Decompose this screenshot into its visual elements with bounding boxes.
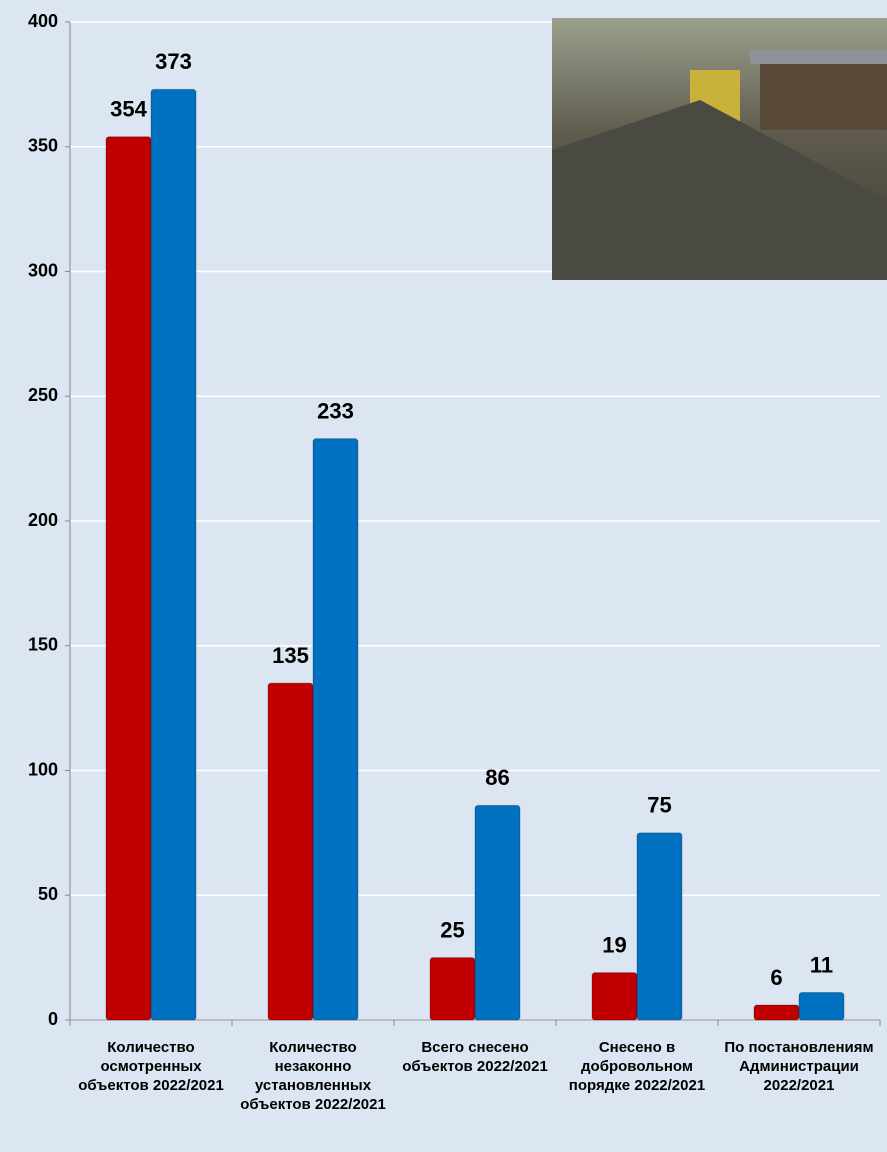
value-label: 233 <box>317 398 354 423</box>
photo-house <box>760 60 887 130</box>
x-tick-label: По постановлениям Администрации 2022/202… <box>724 1039 874 1094</box>
photo-roof <box>750 50 887 64</box>
y-tick-label: 50 <box>38 884 58 904</box>
value-label: 354 <box>110 97 147 122</box>
bar <box>798 992 845 1021</box>
bar <box>150 88 197 1021</box>
bar <box>105 136 152 1021</box>
x-tick-label: Количество незаконно установленных объек… <box>240 1039 386 1113</box>
value-label: 86 <box>485 765 509 790</box>
y-tick-label: 200 <box>28 510 58 530</box>
bar <box>753 1004 800 1021</box>
y-tick-label: 100 <box>28 759 58 779</box>
value-label: 6 <box>770 965 782 990</box>
value-label: 25 <box>440 917 464 942</box>
y-tick-label: 150 <box>28 635 58 655</box>
value-label: 19 <box>602 932 626 957</box>
value-label: 373 <box>155 49 192 74</box>
value-label: 11 <box>810 952 833 977</box>
y-tick-label: 400 <box>28 11 58 31</box>
y-tick-label: 250 <box>28 385 58 405</box>
y-tick-label: 0 <box>48 1009 58 1029</box>
bar <box>636 832 683 1021</box>
value-label: 135 <box>272 643 309 668</box>
bar <box>591 972 638 1021</box>
x-tick-label: Количество осмотренных объектов 2022/202… <box>78 1039 224 1094</box>
value-label: 75 <box>647 793 671 818</box>
x-tick-label: Всего снесено объектов 2022/2021 <box>402 1039 548 1075</box>
bar <box>429 957 476 1021</box>
photo-debris <box>552 100 887 280</box>
x-tick-label: Снесено в добровольном порядке 2022/2021 <box>568 1039 706 1094</box>
bar <box>267 682 314 1021</box>
y-tick-label: 350 <box>28 136 58 156</box>
y-tick-label: 300 <box>28 260 58 280</box>
bar <box>312 438 359 1021</box>
bar <box>474 804 521 1021</box>
